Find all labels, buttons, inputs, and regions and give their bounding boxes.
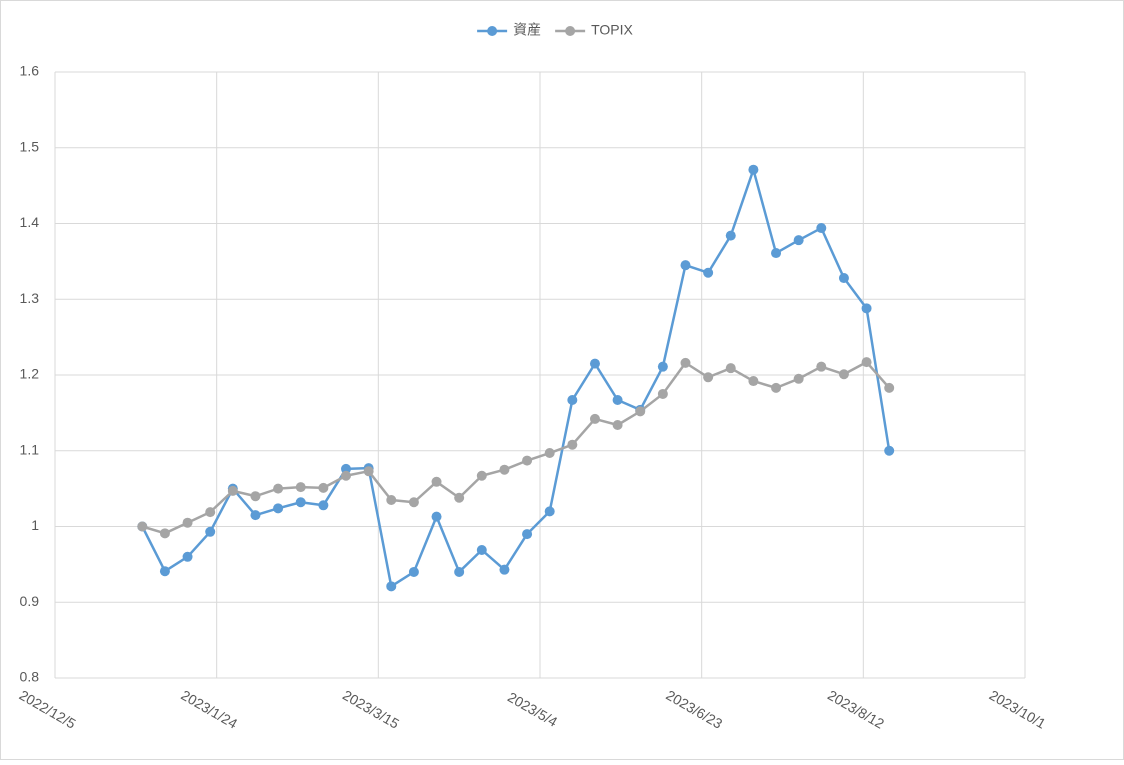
- point: [250, 510, 261, 521]
- point: [386, 494, 397, 505]
- point: [816, 361, 827, 372]
- point: [861, 357, 872, 368]
- point: [748, 164, 759, 175]
- point: [725, 230, 736, 241]
- y-tick-label: 1.1: [20, 441, 40, 457]
- point: [612, 394, 623, 405]
- point: [589, 413, 600, 424]
- point: [884, 445, 895, 456]
- point: [295, 497, 306, 508]
- point: [454, 492, 465, 503]
- y-tick-label: 0.9: [20, 593, 40, 609]
- point: [567, 394, 578, 405]
- point: [318, 500, 329, 511]
- point: [273, 503, 284, 514]
- point: [838, 273, 849, 284]
- point: [476, 544, 487, 555]
- legend-label: TOPIX: [591, 22, 633, 38]
- point: [431, 511, 442, 522]
- point: [657, 361, 668, 372]
- point: [273, 483, 284, 494]
- point: [227, 485, 238, 496]
- point: [793, 235, 804, 246]
- point: [341, 470, 351, 481]
- point: [567, 439, 578, 450]
- point: [884, 382, 895, 393]
- point: [635, 406, 646, 417]
- point: [182, 517, 193, 528]
- point: [499, 564, 510, 575]
- point: [771, 248, 782, 259]
- point: [680, 357, 691, 368]
- point: [771, 382, 782, 393]
- point: [657, 388, 668, 399]
- point: [838, 369, 849, 380]
- point: [476, 470, 487, 481]
- point: [408, 566, 419, 577]
- point: [816, 223, 827, 234]
- series-line: [141, 168, 891, 588]
- legend-item: TOPIX: [555, 22, 634, 38]
- y-tick-label: 1.2: [20, 366, 40, 382]
- point: [589, 358, 600, 369]
- y-tick-label: 0.8: [20, 669, 40, 685]
- point: [793, 373, 804, 384]
- point: [612, 419, 623, 430]
- point: [318, 482, 329, 493]
- point: [861, 303, 872, 314]
- point: [363, 466, 374, 477]
- point: [544, 506, 555, 517]
- point: [205, 526, 216, 537]
- legend: 資産 TOPIX: [477, 22, 634, 38]
- legend-label: 資産: [513, 22, 541, 38]
- point: [182, 551, 193, 562]
- point: [159, 528, 170, 539]
- point: [205, 507, 216, 518]
- point: [295, 482, 306, 493]
- point: [522, 455, 533, 466]
- legend-marker: [487, 26, 498, 36]
- point: [499, 464, 510, 475]
- point: [703, 372, 714, 383]
- y-tick-label: 1: [31, 517, 39, 533]
- point: [725, 363, 736, 374]
- point: [408, 497, 419, 508]
- point: [159, 566, 170, 577]
- point: [680, 260, 691, 271]
- point: [454, 566, 465, 577]
- legend-marker: [565, 26, 576, 36]
- point: [522, 529, 533, 540]
- point: [431, 476, 442, 487]
- point: [386, 581, 397, 592]
- y-tick-label: 1.4: [20, 214, 40, 230]
- point: [748, 376, 759, 387]
- point: [137, 521, 148, 532]
- y-tick-label: 1.5: [20, 138, 40, 154]
- point: [250, 491, 261, 502]
- y-tick-label: 1.6: [20, 63, 40, 79]
- point: [703, 267, 714, 278]
- y-tick-label: 1.3: [20, 290, 40, 306]
- series-line: [141, 360, 891, 535]
- point: [544, 448, 555, 459]
- legend-item: 資産: [477, 22, 541, 38]
